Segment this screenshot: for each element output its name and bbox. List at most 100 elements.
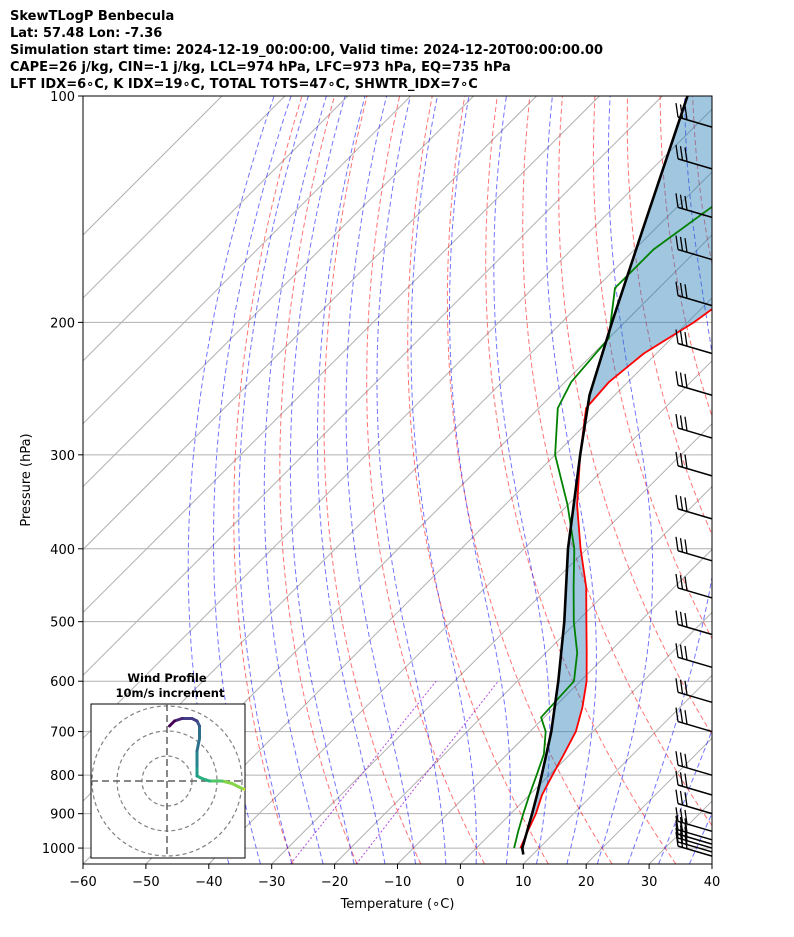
wind-barb-flag: [679, 817, 684, 832]
isotherm-gridline: [83, 96, 349, 362]
dry-adiabat: [407, 96, 549, 864]
wind-barb-flag: [675, 235, 679, 250]
cape-fill: [520, 96, 712, 855]
wind-barb: [675, 789, 713, 815]
wind-barb-shaft: [677, 294, 713, 307]
indices-text-1: CAPE=26 j/kg, CIN=-1 j/kg, LCL=974 hPa, …: [10, 60, 511, 75]
x-tick-label: −60: [69, 875, 96, 890]
x-tick-label: 10: [515, 875, 532, 890]
wind-barb: [675, 610, 713, 636]
wind-barb-flag: [684, 284, 688, 299]
wind-barb-flag: [679, 415, 684, 430]
wind-barb-flag: [675, 451, 679, 466]
wind-barb-flag: [684, 792, 688, 807]
wind-barb-flag: [684, 680, 688, 695]
wind-barb-flag: [675, 610, 679, 625]
isotherm-gridline: [397, 548, 712, 864]
wind-barb-shaft: [677, 427, 713, 439]
hodograph-segment: [195, 737, 201, 753]
wind-barbs: [675, 103, 713, 857]
wind-barb-shaft: [677, 116, 713, 128]
x-tick-label: −20: [321, 875, 348, 890]
wind-barb-flag: [684, 332, 688, 347]
isotherm-gridline: [83, 108, 712, 739]
moist-adiabat: [345, 96, 416, 864]
wind-barb-flag: [679, 496, 684, 511]
wind-barb-shaft: [677, 587, 713, 599]
dry-adiabat: [758, 96, 794, 864]
wind-barb-shaft: [677, 829, 713, 841]
isotherm-gridline: [711, 863, 712, 864]
wind-barb: [675, 329, 713, 355]
wind-barb: [675, 643, 713, 669]
moist-adiabat: [493, 96, 551, 864]
moist-adiabat: [187, 96, 275, 864]
wind-barb-shaft: [677, 158, 713, 170]
wind-barb-shaft: [677, 845, 713, 857]
x-tick-label: 0: [456, 875, 464, 890]
cape-area: [520, 96, 712, 855]
moist-adiabat: [627, 96, 712, 864]
wind-barb-flag: [675, 815, 679, 830]
wind-barb-flag: [679, 772, 684, 787]
wind-barb-flag: [679, 104, 684, 119]
y-tick-label: 700: [50, 726, 75, 741]
wind-barb-flag: [679, 752, 684, 767]
wind-barb-flag: [684, 818, 688, 833]
x-axis-label: Temperature (∘C): [340, 897, 455, 912]
hodograph-segment: [250, 791, 255, 794]
wind-barb-shaft: [677, 720, 713, 733]
moist-adiabat: [213, 96, 292, 864]
dry-adiabat: [790, 96, 794, 864]
wind-barb: [675, 536, 713, 562]
wind-barb-shaft: [677, 837, 713, 849]
x-tick-label: −40: [195, 875, 222, 890]
wind-barb-flag: [679, 453, 684, 468]
wind-barb: [675, 235, 713, 261]
wind-barb-shaft: [677, 465, 713, 477]
wind-barb-flag: [679, 146, 684, 161]
y-tick-label: 1000: [42, 842, 75, 857]
wind-barb-shaft: [677, 248, 713, 261]
y-tick-label: 300: [50, 449, 75, 464]
wind-barb-flag: [679, 808, 684, 823]
chart-title: SkewTLogP Benbecula: [10, 9, 175, 24]
dry-adiabat: [366, 96, 485, 864]
isotherm-gridline: [83, 96, 474, 488]
wind-barb-flag: [684, 710, 688, 725]
wind-barb-shaft: [677, 550, 713, 562]
wind-barb-shaft: [677, 623, 713, 636]
hodograph-subtitle: 10m/s increment: [116, 686, 225, 700]
wind-barb-flag: [679, 282, 684, 298]
hodograph-plot: [91, 704, 258, 858]
wind-barb-flag: [684, 773, 688, 788]
hodograph-inset: [90, 703, 258, 859]
wind-barb-shaft: [677, 508, 713, 520]
wind-barb-flag: [675, 770, 679, 786]
wind-barb-flag: [679, 790, 684, 806]
wind-barb-flag: [684, 809, 688, 825]
y-tick-label: 400: [50, 543, 75, 558]
dry-adiabat: [323, 96, 422, 864]
wind-barb-flag: [684, 416, 688, 431]
dry-adiabat: [558, 96, 712, 736]
wind-barb-flag: [684, 612, 688, 628]
dry-adiabat: [446, 96, 613, 864]
dewpoint-line: [513, 205, 712, 849]
hodograph-segment: [255, 794, 258, 797]
wind-barb-flag: [679, 575, 684, 590]
moist-adiabat: [720, 96, 794, 864]
y-tick-label: 800: [50, 769, 75, 784]
moist-adiabat: [289, 96, 355, 864]
x-tick-label: −50: [132, 875, 159, 890]
x-tick-label: 20: [578, 875, 595, 890]
wind-barb: [675, 770, 713, 796]
isotherm-gridline: [522, 674, 712, 864]
y-tick-label: 100: [50, 90, 75, 105]
wind-barb-shaft: [677, 342, 713, 355]
dry-adiabat: [592, 96, 712, 640]
moist-adiabat: [449, 96, 511, 864]
mixing-ratio-line: [290, 680, 437, 864]
moist-adiabat: [596, 96, 654, 864]
wind-barb-shaft: [677, 784, 713, 796]
